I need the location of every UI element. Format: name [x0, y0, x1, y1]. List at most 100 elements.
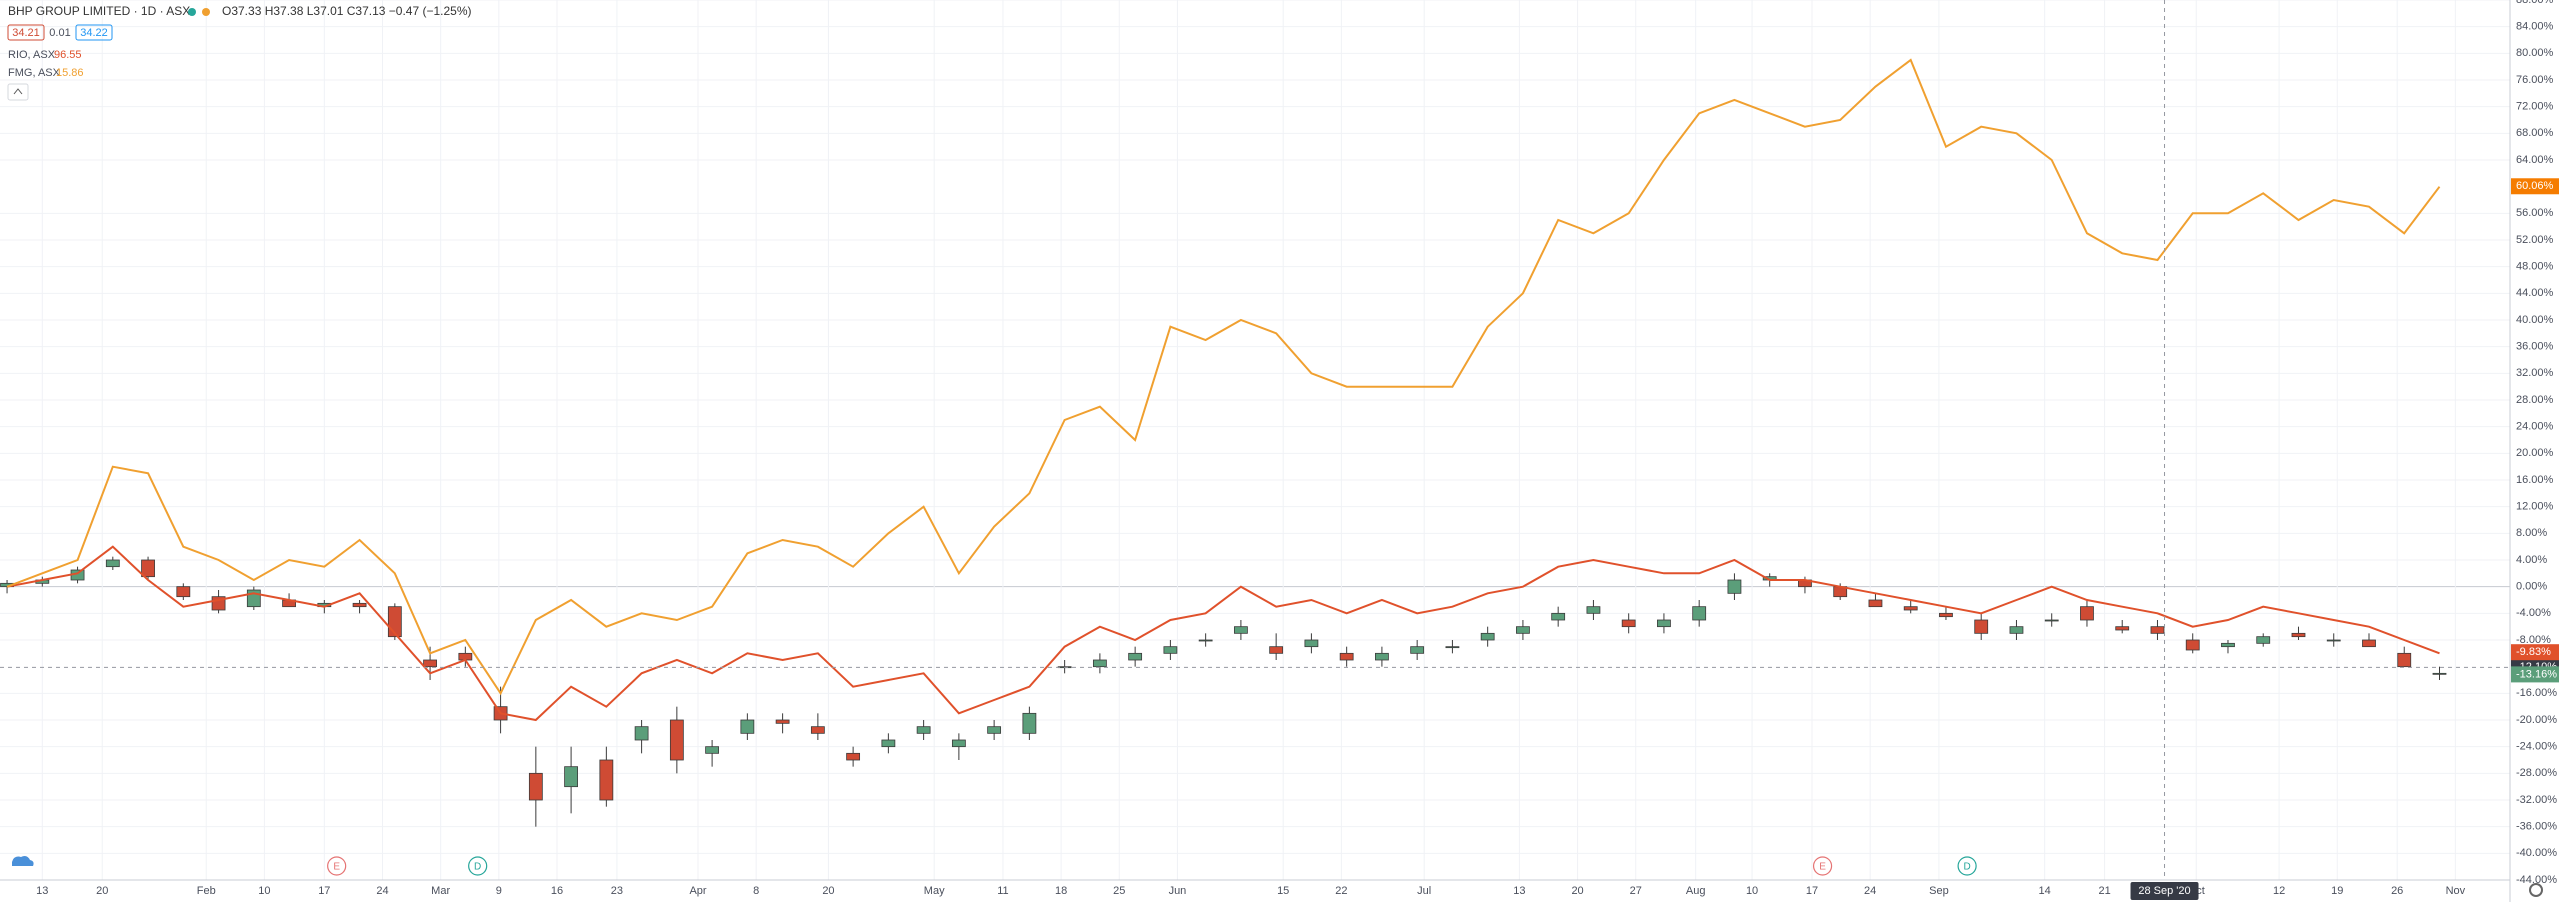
y-tick-label: -20.00%	[2516, 714, 2557, 726]
candle-body	[916, 726, 931, 734]
x-tick-label: 20	[1571, 885, 1583, 897]
y-tick-label: 72.00%	[2516, 101, 2554, 113]
candle-body	[987, 726, 1002, 734]
x-tick-label: Sep	[1929, 885, 1949, 897]
event-label: E	[1819, 862, 1826, 873]
candle-body	[2221, 642, 2235, 648]
grid	[0, 0, 2510, 881]
x-tick-label: 17	[1806, 885, 1818, 897]
settings-button[interactable]	[2529, 883, 2543, 897]
y-tick-label: 84.00%	[2516, 21, 2554, 33]
candle-body	[2326, 639, 2341, 642]
status-dot	[202, 8, 210, 16]
candle-body	[141, 559, 155, 578]
x-tick-label: 8	[753, 885, 759, 897]
spread: 0.01	[49, 27, 70, 39]
candle-body	[1480, 632, 1495, 641]
y-tick-label: 52.00%	[2516, 234, 2554, 246]
last-value-badge	[2511, 178, 2559, 195]
candle-body	[2080, 606, 2094, 621]
candle-body	[599, 759, 614, 801]
x-tick-label: 11	[997, 885, 1008, 897]
candle-body	[2291, 632, 2306, 638]
candle-body	[740, 719, 755, 734]
candle-body	[1128, 652, 1143, 661]
x-tick-label: May	[924, 885, 945, 897]
candle-body	[1621, 619, 1636, 628]
y-tick-label: 4.00%	[2516, 554, 2547, 566]
x-tick-label: 25	[1113, 885, 1125, 897]
y-tick-label: 76.00%	[2516, 74, 2554, 86]
y-tick-label: 8.00%	[2516, 527, 2547, 539]
candle-body	[951, 739, 966, 748]
event-label: D	[474, 862, 481, 873]
legend: BHP GROUP LIMITED · 1D · ASX O37.33 H37.…	[7, 4, 472, 101]
x-tick-label: Mar	[431, 885, 450, 897]
candle-body	[1692, 606, 1707, 621]
y-tick-label: 16.00%	[2516, 474, 2554, 486]
candle-body	[1551, 612, 1566, 621]
y-tick-label: 44.00%	[2516, 287, 2554, 299]
y-tick-label: -36.00%	[2516, 821, 2557, 833]
candle-body	[1445, 646, 1460, 649]
candle-body	[176, 586, 191, 598]
y-tick-label: -32.00%	[2516, 794, 2557, 806]
event-marker	[468, 856, 488, 876]
x-tick-label: 27	[1630, 885, 1642, 897]
candle-body	[1233, 626, 1248, 634]
candle-body	[669, 719, 684, 761]
candle-body	[881, 739, 896, 748]
x-tick-label: 23	[611, 885, 623, 897]
candle-body	[1092, 659, 1107, 668]
y-tick-label: -44.00%	[2516, 874, 2557, 886]
candle-body	[1269, 646, 1284, 654]
candle-body	[705, 746, 720, 754]
candle-body	[2185, 639, 2200, 651]
candle-body	[1903, 606, 1918, 611]
candle-body	[2044, 619, 2059, 622]
y-tick-label: 0.00%	[2516, 581, 2547, 593]
y-tick-label: -28.00%	[2516, 767, 2557, 779]
comparison-line	[6, 545, 2440, 722]
y-tick-label: 48.00%	[2516, 261, 2554, 273]
x-tick-label: 17	[318, 885, 330, 897]
y-tick-label: 36.00%	[2516, 341, 2554, 353]
candle-body	[2150, 626, 2165, 634]
y-tick-label: -4.00%	[2516, 607, 2551, 619]
x-tick-label: 24	[1864, 885, 1876, 897]
x-tick-label: 13	[36, 885, 48, 897]
candle-body	[1022, 712, 1037, 734]
candle-body	[1410, 646, 1425, 654]
y-tick-label: 12.00%	[2516, 501, 2554, 513]
y-tick-label: 24.00%	[2516, 421, 2554, 433]
x-tick-label: 15	[1277, 885, 1289, 897]
crosshair-x-badge	[2130, 882, 2199, 900]
x-tick-label: 13	[1513, 885, 1525, 897]
x-tick-label: 22	[1335, 885, 1347, 897]
last-value-label: 60.06%	[2516, 180, 2554, 192]
candle-body	[1939, 612, 1953, 618]
y-tick-label: -8.00%	[2516, 634, 2551, 646]
y-tick-label: -24.00%	[2516, 741, 2557, 753]
candle-body	[1974, 619, 1989, 634]
collapse-icon	[13, 88, 23, 95]
candle-body	[2432, 672, 2447, 675]
x-tick-label: 14	[2039, 885, 2051, 897]
candle-body	[1163, 646, 1178, 654]
x-tick-label: 18	[1055, 885, 1067, 897]
y-tick-label: 56.00%	[2516, 207, 2554, 219]
candle-body	[1586, 606, 1601, 614]
candle-body	[810, 726, 825, 734]
candle-body	[2009, 626, 2024, 634]
candle-body	[1727, 579, 1742, 594]
x-tick-label: Nov	[2446, 885, 2466, 897]
collapse-button[interactable]	[7, 83, 29, 101]
candle-body	[2256, 636, 2271, 644]
candle-body	[564, 766, 578, 788]
candle-body	[528, 772, 543, 801]
x-tick-label: 21	[2098, 885, 2110, 897]
candle-body	[2397, 652, 2412, 668]
